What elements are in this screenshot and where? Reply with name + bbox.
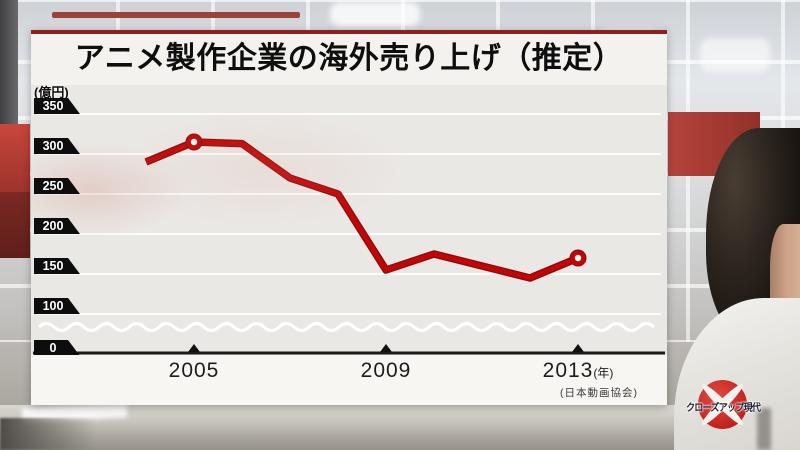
y-axis-tick-250: 250 (34, 178, 80, 194)
x-axis-band: 2005 2009 2013(年) (日本動画協会) (31, 355, 667, 405)
x-axis-tick-2005: 2005 (168, 359, 220, 382)
y-axis-unit-label: (億円) (34, 85, 69, 100)
glass-highlight (330, 2, 420, 26)
studio-red-panel (0, 192, 30, 258)
source-credit: (日本動画協会) (560, 387, 638, 399)
x-axis-year-suffix: (年) (593, 366, 614, 380)
studio-red-strip (52, 12, 300, 18)
chart-title-bar: アニメ製作企業の海外売り上げ（推定） (31, 30, 667, 85)
chart-title: アニメ製作企業の海外売り上げ（推定） (74, 42, 624, 75)
plot-area: (億円) 350 300 250 200 150 100 0 (31, 85, 667, 356)
x-axis-tick-2013: 2013(年) (542, 359, 614, 382)
chart-card: アニメ製作企業の海外売り上げ（推定） (億円) 350 300 250 200 … (31, 30, 667, 405)
glass-highlight (700, 38, 770, 72)
y-axis-tick-150: 150 (34, 258, 80, 274)
presenter-arm-shadow (757, 408, 771, 450)
line-chart (33, 113, 665, 355)
studio-red-panel (0, 124, 30, 192)
y-axis-tick-350: 350 (34, 98, 80, 114)
y-axis-tick-0: 0 (34, 340, 80, 356)
studio-floor (0, 405, 800, 450)
y-axis-tick-200: 200 (34, 218, 80, 234)
program-logo-text: クローズアップ現代 (685, 403, 761, 414)
studio-pillar (0, 0, 18, 128)
y-axis-tick-300: 300 (34, 138, 80, 154)
floor-shadow (0, 418, 95, 450)
program-logo: クローズアップ現代 (686, 380, 761, 429)
x-axis-tick-2009: 2009 (360, 359, 412, 382)
y-axis-tick-100: 100 (34, 298, 80, 314)
